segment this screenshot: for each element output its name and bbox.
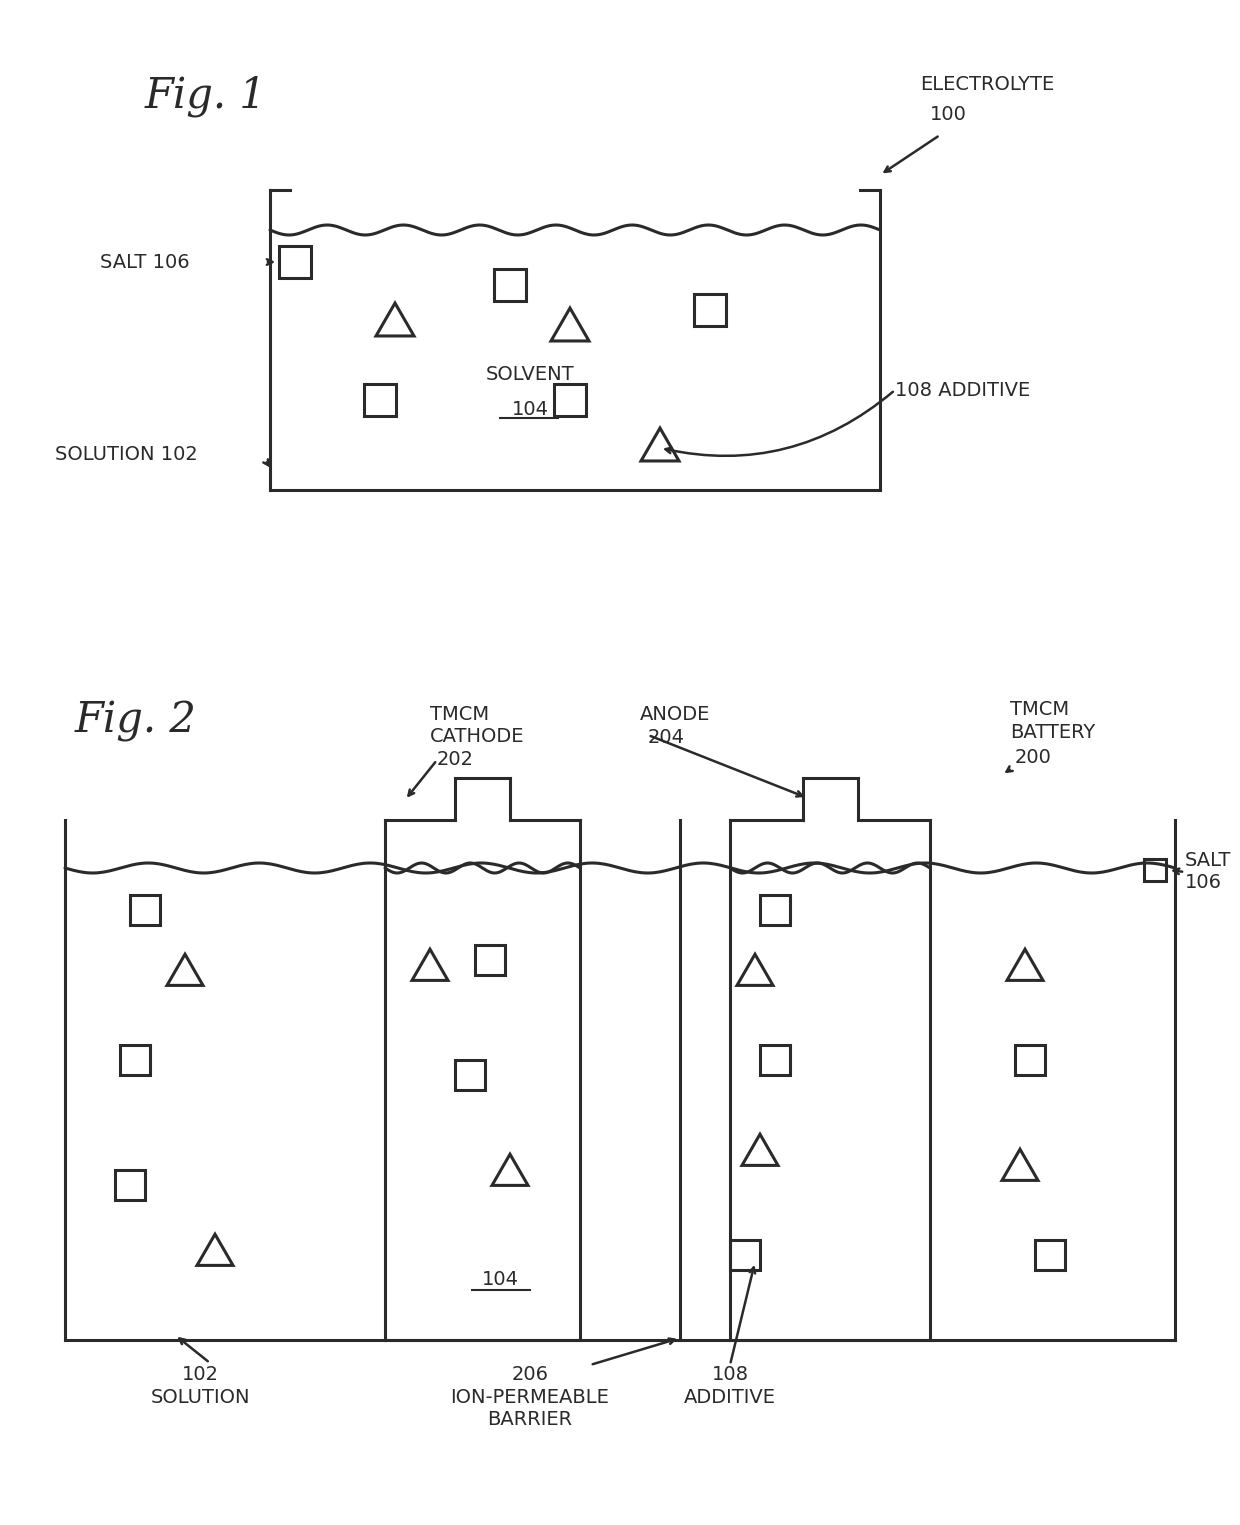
Bar <box>730 1240 760 1270</box>
Bar <box>365 384 396 416</box>
Text: 104: 104 <box>481 1270 518 1289</box>
Text: 104: 104 <box>511 400 548 419</box>
Text: 202: 202 <box>436 750 474 769</box>
Bar <box>760 1045 790 1075</box>
Text: CATHODE: CATHODE <box>430 727 525 746</box>
Text: BATTERY: BATTERY <box>1011 723 1095 743</box>
Text: TMCM: TMCM <box>430 705 489 724</box>
Text: Fig. 2: Fig. 2 <box>74 700 197 743</box>
Text: 106: 106 <box>1185 872 1221 892</box>
Bar <box>1035 1240 1065 1270</box>
Text: ION-PERMEABLE: ION-PERMEABLE <box>450 1388 609 1408</box>
Text: SALT 106: SALT 106 <box>100 253 190 271</box>
Text: BARRIER: BARRIER <box>487 1411 573 1429</box>
Bar <box>130 895 160 926</box>
Text: TMCM: TMCM <box>1011 700 1069 718</box>
Bar <box>554 384 587 416</box>
Bar <box>494 268 526 300</box>
Bar <box>455 1060 485 1090</box>
Text: 204: 204 <box>649 727 684 747</box>
Text: 102: 102 <box>181 1365 218 1385</box>
Bar <box>120 1045 150 1075</box>
Text: 108: 108 <box>712 1365 749 1385</box>
Text: 200: 200 <box>1016 747 1052 767</box>
Text: SOLVENT: SOLVENT <box>486 366 574 384</box>
Bar <box>1145 859 1166 881</box>
Bar <box>115 1170 145 1200</box>
Text: SOLUTION: SOLUTION <box>150 1388 249 1408</box>
Text: SALT: SALT <box>1185 851 1231 869</box>
Bar <box>760 895 790 926</box>
Bar <box>1016 1045 1045 1075</box>
Text: 108 ADDITIVE: 108 ADDITIVE <box>895 381 1030 400</box>
Bar <box>475 946 505 974</box>
Text: ADDITIVE: ADDITIVE <box>684 1388 776 1408</box>
Text: ANODE: ANODE <box>640 705 711 724</box>
Bar <box>694 294 725 326</box>
Text: Fig. 1: Fig. 1 <box>145 75 267 117</box>
Bar <box>279 246 311 278</box>
Text: ELECTROLYTE: ELECTROLYTE <box>920 75 1054 95</box>
Text: 100: 100 <box>930 105 967 124</box>
Text: 206: 206 <box>511 1365 548 1385</box>
Text: SOLUTION 102: SOLUTION 102 <box>55 445 197 465</box>
